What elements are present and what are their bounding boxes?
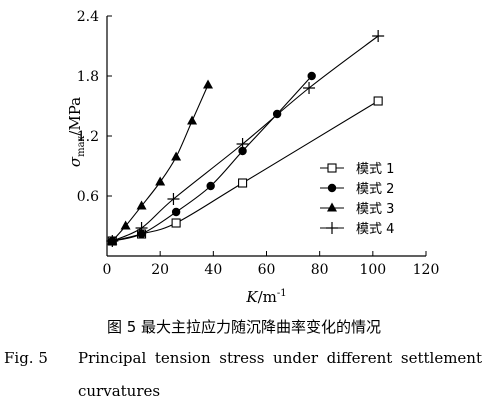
figure-label: Fig. 5 (4, 349, 48, 367)
series-line-4 (112, 35, 379, 242)
legend-marker-2 (327, 183, 337, 193)
series-4-point (303, 82, 316, 94)
figure-caption-en-text2: curvatures (78, 382, 161, 400)
x-tick-label: 120 (413, 262, 440, 278)
series-line-1 (112, 100, 379, 242)
x-tick-label: 60 (258, 262, 276, 278)
y-tick-label: 2.4 (77, 9, 99, 25)
series-1-point (171, 218, 181, 228)
figure-caption-cn: 图 5 最大主拉应力随沉降曲率变化的情况 (106, 318, 382, 336)
y-tick-label: 1.8 (77, 69, 99, 85)
series-3-point (136, 200, 147, 210)
series-1-point (238, 178, 248, 188)
series-2-point (171, 207, 181, 217)
chart: 0 20 40 60 80 100 120 0.6 1.2 1.8 2.4 K/m-1 σmax/MPa… (66, 9, 440, 306)
y-axis-label: σmax/MPa (66, 97, 87, 167)
series-1-point (373, 96, 383, 106)
legend-marker-1 (327, 163, 337, 173)
x-tick-label: 20 (151, 262, 169, 278)
legend-label-2: 模式 2 (356, 182, 394, 197)
series-4-point (106, 235, 119, 247)
y-tick-label: 0.6 (77, 189, 99, 205)
legend-marker-4 (326, 222, 338, 234)
legend-label-1: 模式 1 (356, 162, 394, 177)
series-3-point (155, 176, 166, 186)
y-tick-label: 1.2 (77, 129, 99, 145)
legend-label-3: 模式 3 (356, 202, 394, 217)
series-3-point (171, 151, 182, 161)
series-line-3 (111, 84, 209, 242)
x-tick-label: 0 (103, 262, 112, 278)
x-tick-label: 100 (359, 262, 386, 278)
series-3-point (120, 220, 131, 230)
series-3-point (187, 115, 198, 125)
series-4-point (167, 193, 180, 205)
series-4-point (372, 30, 385, 42)
series-4-point (135, 222, 148, 234)
series-3-point (203, 79, 214, 89)
series-2-point (238, 146, 247, 156)
series-4-point (236, 138, 249, 150)
legend-label-4: 模式 4 (356, 222, 394, 237)
x-tick-label: 80 (311, 262, 329, 278)
series-line-2 (112, 75, 313, 242)
x-tick-label: 40 (204, 262, 222, 278)
legend-marker-3 (327, 202, 337, 212)
series-2-point (206, 181, 215, 191)
series-2-point (307, 71, 316, 81)
x-axis-label: K/m-1 (245, 288, 286, 306)
figure-caption-en-text: Principal tension stress under different… (78, 349, 482, 367)
